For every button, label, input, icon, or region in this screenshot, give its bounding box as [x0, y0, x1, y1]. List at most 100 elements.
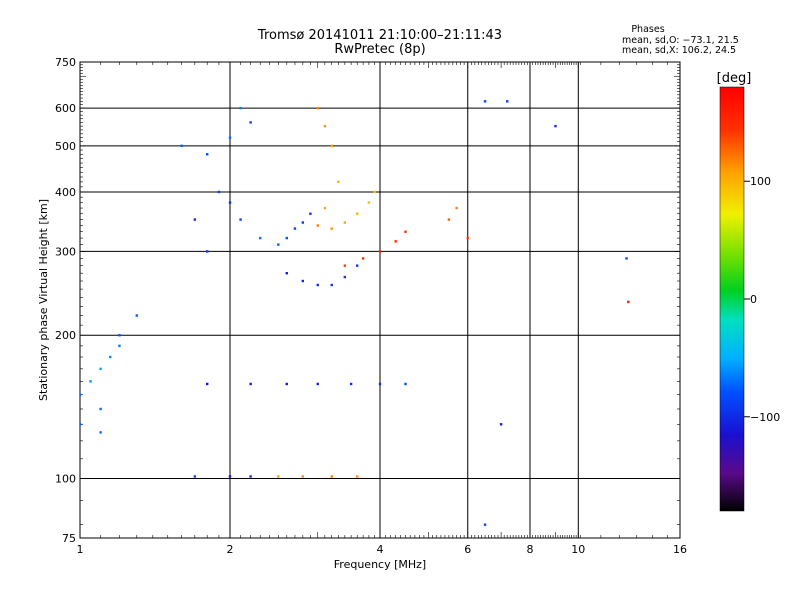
data-point	[337, 180, 340, 184]
data-point	[293, 227, 297, 230]
data-point	[118, 344, 121, 348]
data-point	[228, 136, 232, 139]
colorbar-ticks: 100 0 −100	[744, 175, 780, 424]
data-point	[205, 250, 209, 253]
data-point	[249, 475, 252, 478]
data-point	[249, 121, 252, 124]
data-point	[447, 218, 451, 221]
data-point	[259, 236, 262, 240]
data-point	[455, 206, 458, 210]
data-point	[483, 523, 487, 526]
data-point	[316, 224, 319, 227]
x-tick-label: 16	[673, 543, 687, 556]
data-point	[217, 190, 221, 194]
data-point	[89, 380, 92, 383]
data-point	[394, 240, 397, 243]
x-tick-labels: 1 2 4 6 8 10 16	[77, 543, 688, 556]
data-point	[323, 206, 327, 210]
data-point	[99, 367, 102, 371]
data-point	[330, 283, 333, 287]
data-point	[301, 221, 305, 224]
stats-header: Phases	[631, 24, 664, 35]
y-tick-label: 75	[62, 532, 76, 545]
data-point	[404, 230, 407, 233]
data-point	[355, 264, 359, 267]
data-point	[285, 236, 288, 240]
data-point	[355, 212, 359, 215]
data-point	[505, 100, 509, 103]
data-point	[80, 423, 82, 426]
data-point	[625, 257, 628, 260]
colorbar-tick-label: −100	[750, 411, 780, 424]
data-point	[118, 334, 121, 337]
colorbar-label: [deg]	[717, 71, 752, 86]
data-point	[80, 393, 82, 396]
x-tick-label: 1	[77, 543, 84, 556]
data-point	[323, 124, 327, 128]
y-axis-label: Stationary phase Virtual Height [km]	[37, 199, 50, 401]
x-axis-label: Frequency [MHz]	[334, 558, 426, 571]
y-tick-label: 600	[55, 102, 76, 115]
data-point	[180, 144, 183, 148]
data-point	[355, 475, 359, 478]
data-point	[378, 382, 382, 386]
minor-ticks	[79, 61, 680, 538]
x-tick-label: 8	[527, 543, 534, 556]
data-point	[483, 100, 487, 103]
data-point	[343, 221, 347, 224]
data-point	[239, 218, 242, 221]
data-point	[361, 257, 365, 260]
data-point	[205, 153, 209, 156]
data-point	[309, 212, 312, 215]
data-point	[228, 201, 232, 204]
stats-line-o: mean, sd,O: −73.1, 21.5	[622, 35, 739, 46]
data-point	[193, 475, 197, 478]
y-tick-label: 750	[55, 56, 76, 69]
stats-line-x: mean, sd,X: 106.2, 24.5	[622, 45, 736, 56]
chart-title: Tromsø 20141011 21:10:00–21:11:43	[257, 28, 502, 43]
data-point	[301, 475, 305, 478]
data-point	[330, 475, 333, 478]
data-point	[330, 227, 333, 230]
data-point	[466, 236, 469, 240]
data-point	[343, 275, 347, 279]
data-point	[99, 407, 102, 411]
data-point	[301, 279, 305, 283]
chart-subtitle: RwPretec (8p)	[334, 42, 425, 57]
data-point	[349, 382, 353, 386]
y-tick-label: 500	[55, 140, 76, 153]
data-points	[80, 100, 630, 526]
y-tick-label: 300	[55, 245, 76, 258]
data-point	[554, 124, 557, 128]
grid-lines	[80, 62, 680, 538]
y-tick-labels: 75 100 200 300 400 500 600 750	[55, 56, 76, 545]
data-point	[330, 144, 333, 148]
data-point	[239, 106, 242, 110]
data-point	[249, 382, 252, 386]
y-tick-label: 400	[55, 186, 76, 199]
data-point	[109, 355, 112, 359]
data-point	[343, 264, 347, 267]
y-tick-label: 100	[55, 473, 76, 486]
data-point	[277, 243, 280, 246]
data-point	[316, 106, 319, 110]
colorbar-tick-label: 100	[750, 175, 771, 188]
data-point	[316, 382, 319, 386]
x-tick-label: 6	[464, 543, 471, 556]
data-point	[316, 283, 319, 287]
data-point	[285, 272, 288, 275]
data-point	[378, 250, 382, 253]
data-point	[285, 382, 288, 386]
y-tick-label: 200	[55, 329, 76, 342]
data-point	[277, 475, 280, 478]
data-point	[404, 382, 407, 386]
x-tick-label: 10	[571, 543, 585, 556]
data-point	[499, 423, 503, 426]
colorbar-tick-label: 0	[750, 293, 757, 306]
data-point	[373, 190, 376, 194]
data-point	[99, 431, 102, 434]
data-point	[135, 314, 138, 317]
data-point	[205, 382, 209, 386]
data-point	[367, 201, 371, 204]
